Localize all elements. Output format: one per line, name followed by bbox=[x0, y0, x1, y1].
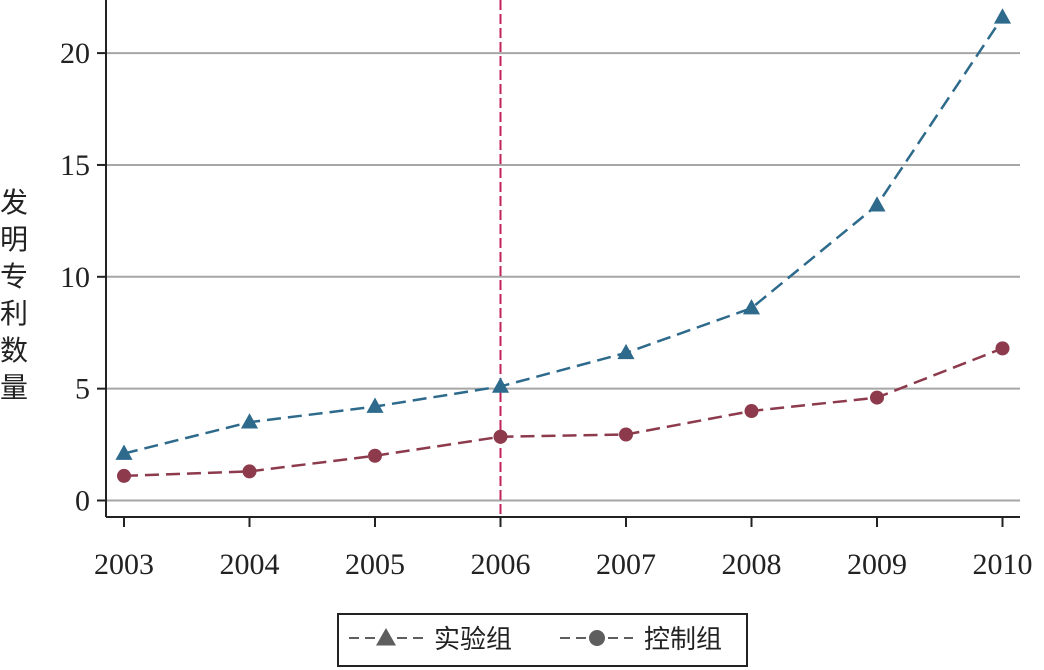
x-tick-label: 2010 bbox=[973, 548, 1033, 581]
data-point-triangle bbox=[491, 377, 510, 393]
legend-marker-triangle bbox=[376, 628, 396, 646]
series-group bbox=[115, 8, 1012, 483]
y-tick-label: 20 bbox=[60, 37, 90, 70]
series-1 bbox=[115, 8, 1012, 460]
y-tick-label: 5 bbox=[75, 373, 90, 406]
x-tick-label: 2009 bbox=[847, 548, 907, 581]
data-point-circle bbox=[870, 390, 884, 405]
x-tick-label: 2007 bbox=[596, 548, 656, 581]
y-axis-label-char: 发 bbox=[0, 186, 28, 219]
series-line bbox=[123, 347, 1003, 478]
data-point-triangle bbox=[868, 196, 886, 212]
gridlines bbox=[106, 52, 1020, 502]
x-tick-label: 2003 bbox=[94, 548, 154, 581]
x-tick-label: 2004 bbox=[220, 548, 280, 581]
y-axis-label-char: 数 bbox=[0, 334, 28, 367]
data-point-circle bbox=[493, 429, 508, 444]
x-tick-label: 2006 bbox=[471, 548, 531, 581]
y-tick-label: 0 bbox=[75, 485, 90, 518]
y-axis-label-char: 利 bbox=[0, 297, 28, 330]
data-point-triangle bbox=[240, 413, 259, 429]
legend-label: 控制组 bbox=[644, 625, 722, 655]
data-point-triangle bbox=[115, 444, 133, 460]
y-axis-label-char: 专 bbox=[0, 260, 28, 293]
legend-marker-circle bbox=[589, 630, 605, 646]
legend-box bbox=[337, 613, 748, 667]
data-point-circle bbox=[744, 404, 759, 419]
data-point-triangle bbox=[742, 299, 761, 315]
axes: 0 5 10 15 20 2003 2004 2005 2006 2007 2008 2009 2010 bbox=[60, 0, 1033, 581]
data-point-circle bbox=[117, 468, 131, 483]
data-point-triangle bbox=[617, 343, 635, 360]
y-axis-label-char: 明 bbox=[0, 223, 28, 256]
y-tick-label: 15 bbox=[60, 149, 90, 182]
legend-item-2: 控制组 bbox=[560, 625, 722, 655]
x-tick-label: 2005 bbox=[345, 548, 405, 581]
legend-item-1: 实验组 bbox=[349, 625, 512, 655]
series-2 bbox=[117, 341, 1010, 483]
data-point-circle bbox=[619, 427, 633, 442]
x-tick-label: 2008 bbox=[722, 548, 782, 581]
data-point-triangle bbox=[993, 8, 1012, 24]
legend: 实验组 控制组 bbox=[337, 613, 748, 667]
legend-label: 实验组 bbox=[434, 625, 512, 655]
y-tick-label: 10 bbox=[60, 261, 90, 294]
data-point-circle bbox=[995, 341, 1010, 356]
series-line bbox=[123, 16, 1004, 455]
data-point-circle bbox=[368, 448, 382, 463]
y-axis-label-char: 量 bbox=[0, 371, 28, 404]
data-point-circle bbox=[242, 464, 257, 479]
data-point-triangle bbox=[366, 397, 384, 413]
